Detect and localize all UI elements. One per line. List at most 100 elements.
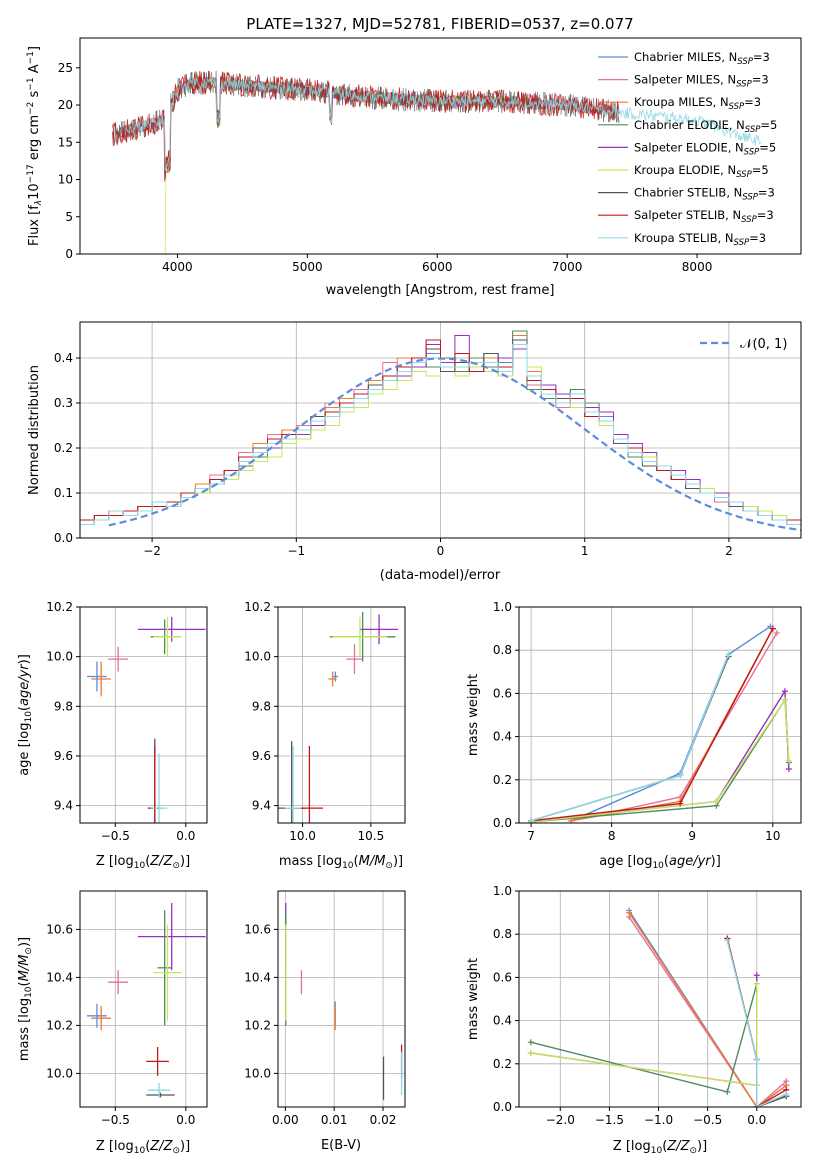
weight-vs-age-marker-kroupa-stelib [677, 772, 684, 779]
residuals-xtick-label: 2 [725, 544, 733, 558]
weight-vs-age-marker-salpeter-stelib [677, 800, 684, 807]
residuals-xtick-label: 0 [437, 544, 445, 558]
weight-vs-z-line-kroupa-stelib [726, 940, 787, 1107]
weight-vs-age-marker-salpeter-miles [773, 629, 780, 636]
age-vs-z-ytick-label: 10.2 [46, 600, 73, 614]
spectrum-legend-label-salpeter-miles: Salpeter MILES, NSSP=3 [634, 73, 769, 90]
spectrum-legend-label-chabrier-stelib: Chabrier STELIB, NSSP=3 [634, 186, 775, 203]
weight-vs-z-xtick-label: −1.5 [595, 1113, 624, 1127]
age-vs-mass-errorbar-chabrier-miles [332, 671, 339, 682]
weight-vs-age-marker-kroupa-elodie [713, 798, 720, 805]
weight-vs-age-marker-salpeter-elodie [781, 688, 788, 695]
age-vs-z-ticks: −0.5 0.0 9.4 9.6 9.8 10.0 10.2 [46, 600, 195, 843]
weight-vs-z-marker-kroupa-stelib [753, 1104, 760, 1107]
weight-vs-z-line-kroupa-miles [628, 912, 787, 1107]
weight-vs-age-panel: 7 8 9 10 0.0 0.2 0.4 0.6 0.8 1.0 age [log10(age/y… [466, 600, 802, 871]
residuals-panel: −2 −1 0 1 2 0.0 0.1 0.2 0.3 0.4 (data-model)/erro… [27, 321, 802, 583]
residuals-xtick-label: −2 [143, 544, 161, 558]
residuals-xtick-label: −1 [287, 544, 305, 558]
weight-vs-age-marker-salpeter-stelib [769, 625, 776, 632]
weight-vs-z-marker-kroupa-elodie [753, 980, 760, 987]
weight-vs-z-ytick-label: 0.2 [493, 1057, 512, 1071]
age-vs-mass-errorbar-kroupa-elodie [332, 616, 388, 657]
mass-vs-ebv-ytick-label: 10.0 [244, 1066, 271, 1080]
age-vs-mass-ytick-label: 9.4 [252, 799, 271, 813]
weight-vs-age-marker-kroupa-elodie [781, 696, 788, 703]
weight-vs-age-ticks: 7 8 9 10 0.0 0.2 0.4 0.6 0.8 1.0 [493, 600, 781, 843]
weight-vs-age-lines [528, 623, 792, 823]
age-vs-mass-errorbar-kroupa-miles [328, 671, 337, 687]
mass-vs-ebv-xtick-label: 0.00 [272, 1113, 299, 1127]
spectrum-ytick-label: 25 [58, 61, 73, 75]
residuals-ytick-label: 0.3 [54, 396, 73, 410]
age-vs-z-ytick-label: 9.4 [54, 799, 73, 813]
age-vs-z-grid [80, 606, 207, 823]
weight-vs-age-xtick-label: 8 [608, 829, 616, 843]
weight-vs-z-xtick-label: −2.0 [546, 1113, 575, 1127]
weight-vs-age-marker-salpeter-elodie [785, 766, 792, 772]
weight-vs-z-ytick-label: 0.8 [493, 927, 512, 941]
weight-vs-z-marker-salpeter-elodie [753, 972, 760, 979]
weight-vs-z-line-salpeter-miles [628, 916, 787, 1107]
age-vs-mass-xlabel: mass [log10(M/M⊙)] [279, 854, 403, 871]
age-vs-z-ylabel: age [log10(age/yr)] [17, 654, 34, 776]
weight-vs-z-xtick-label: 0.0 [747, 1113, 766, 1127]
weight-vs-age-ytick-label: 0.0 [493, 816, 512, 830]
mass-vs-z-errorbar-kroupa-stelib [147, 1083, 171, 1098]
age-vs-z-xtick-label: −0.5 [101, 829, 130, 843]
mass-vs-ebv-ticks: 0.00 0.01 0.02 10.0 10.2 10.4 10.6 [244, 922, 396, 1127]
weight-vs-age-xlabel: age [log10(age/yr)] [599, 854, 721, 871]
spectrum-xlabel: wavelength [Angstrom, rest frame] [326, 283, 555, 298]
age-vs-z-ytick-label: 10.0 [46, 650, 73, 664]
mass-vs-ebv-ytick-label: 10.6 [244, 922, 271, 936]
mass-vs-z-ticks: −0.5 0.0 10.0 10.2 10.4 10.6 [46, 922, 195, 1127]
age-vs-mass-panel: 10.0 10.5 9.4 9.6 9.8 10.0 10.2 mass [log10(M/… [244, 600, 406, 871]
age-vs-mass-errorbar-kroupa-stelib [284, 746, 302, 823]
spectrum-ytick-label: 20 [58, 98, 73, 112]
residuals-ylabel: Normed distribution [27, 365, 42, 495]
residuals-legend: 𝒩(0, 1) [700, 337, 787, 352]
mass-vs-ebv-panel: 0.00 0.01 0.02 10.0 10.2 10.4 10.6 E(B-V) [244, 890, 406, 1153]
age-vs-z-errorbar-chabrier-miles [87, 661, 107, 692]
weight-vs-z-ytick-label: 0.6 [493, 970, 512, 984]
weight-vs-age-ytick-label: 0.6 [493, 686, 512, 700]
age-vs-z-panel: −0.5 0.0 9.4 9.6 9.8 10.0 10.2 Z [log10(Z/Z⊙)]… [17, 600, 208, 871]
weight-vs-z-ytick-label: 0.0 [493, 1100, 512, 1114]
age-vs-mass-ticks: 10.0 10.5 9.4 9.6 9.8 10.0 10.2 [244, 600, 384, 843]
weight-vs-z-ticks: −2.0 −1.5 −1.0 −0.5 0.0 0.0 0.2 0.4 0.6 0.8 1.0 [493, 884, 766, 1127]
spectrum-ytick-label: 5 [65, 210, 73, 224]
spectrum-xtick-label: 7000 [552, 260, 583, 274]
mass-vs-z-ylabel: mass [log10(M/M⊙)] [17, 937, 34, 1061]
weight-vs-z-marker-kroupa-stelib [783, 1091, 790, 1098]
age-vs-mass-errorbar-salpeter-miles [346, 644, 363, 675]
mass-vs-z-axes-frame [79, 890, 208, 1108]
mass-vs-z-errorbar-kroupa-elodie [153, 924, 182, 1021]
spectrum-legend-label-chabrier-miles: Chabrier MILES, NSSP=3 [634, 50, 770, 67]
age-vs-z-errorbars [87, 616, 206, 823]
mass-vs-z-errorbar-salpeter-elodie [137, 903, 206, 971]
spectrum-line-kroupa-stelib [125, 76, 762, 171]
spectrum-axes-frame [79, 37, 802, 255]
mass-vs-z-errorbar-salpeter-stelib [146, 1047, 169, 1076]
weight-vs-z-marker-chabrier-elodie [527, 1039, 534, 1046]
age-vs-mass-ytick-label: 9.8 [252, 699, 271, 713]
spectrum-legend-label-chabrier-elodie: Chabrier ELODIE, NSSP=5 [634, 118, 777, 135]
mass-vs-z-ytick-label: 10.2 [46, 1018, 73, 1032]
weight-vs-age-ytick-label: 1.0 [493, 600, 512, 614]
spectrum-legend-label-kroupa-stelib: Kroupa STELIB, NSSP=3 [634, 231, 766, 248]
weight-vs-z-panel: −2.0 −1.5 −1.0 −0.5 0.0 0.0 0.2 0.4 0.6 0.8 1.0 Z … [466, 884, 802, 1156]
age-vs-mass-ytick-label: 10.2 [244, 600, 271, 614]
weight-vs-z-ytick-label: 1.0 [493, 884, 512, 898]
spectrum-legend-label-salpeter-elodie: Salpeter ELODIE, NSSP=5 [634, 140, 776, 157]
age-vs-z-errorbar-salpeter-miles [108, 646, 128, 672]
spectrum-legend: Chabrier MILES, NSSP=3 Salpeter MILES, NS… [598, 50, 777, 248]
weight-vs-age-marker-kroupa-stelib [725, 651, 732, 658]
weight-vs-age-marker-kroupa-elodie [785, 757, 792, 764]
mass-vs-z-errorbar-chabrier-miles [87, 1003, 107, 1028]
residuals-xlabel: (data-model)/error [380, 568, 501, 583]
weight-vs-age-ytick-label: 0.8 [493, 643, 512, 657]
weight-vs-z-marker-chabrier-elodie [724, 1088, 731, 1095]
weight-vs-z-lines [527, 907, 790, 1107]
weight-vs-age-ytick-label: 0.4 [493, 730, 512, 744]
spectrum-legend-label-salpeter-stelib: Salpeter STELIB, NSSP=3 [634, 208, 774, 225]
